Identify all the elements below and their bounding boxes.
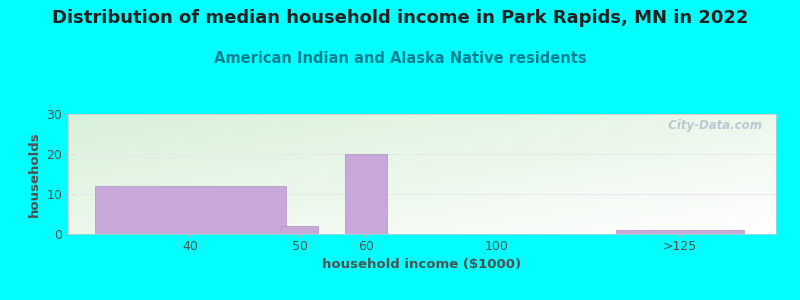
Text: American Indian and Alaska Native residents: American Indian and Alaska Native reside… <box>214 51 586 66</box>
Bar <box>616 230 744 234</box>
Text: Distribution of median household income in Park Rapids, MN in 2022: Distribution of median household income … <box>52 9 748 27</box>
Bar <box>281 226 318 234</box>
Text: City-Data.com: City-Data.com <box>660 119 762 132</box>
Y-axis label: households: households <box>28 131 41 217</box>
Bar <box>345 154 387 234</box>
X-axis label: household income ($1000): household income ($1000) <box>322 258 522 271</box>
Bar <box>94 186 286 234</box>
